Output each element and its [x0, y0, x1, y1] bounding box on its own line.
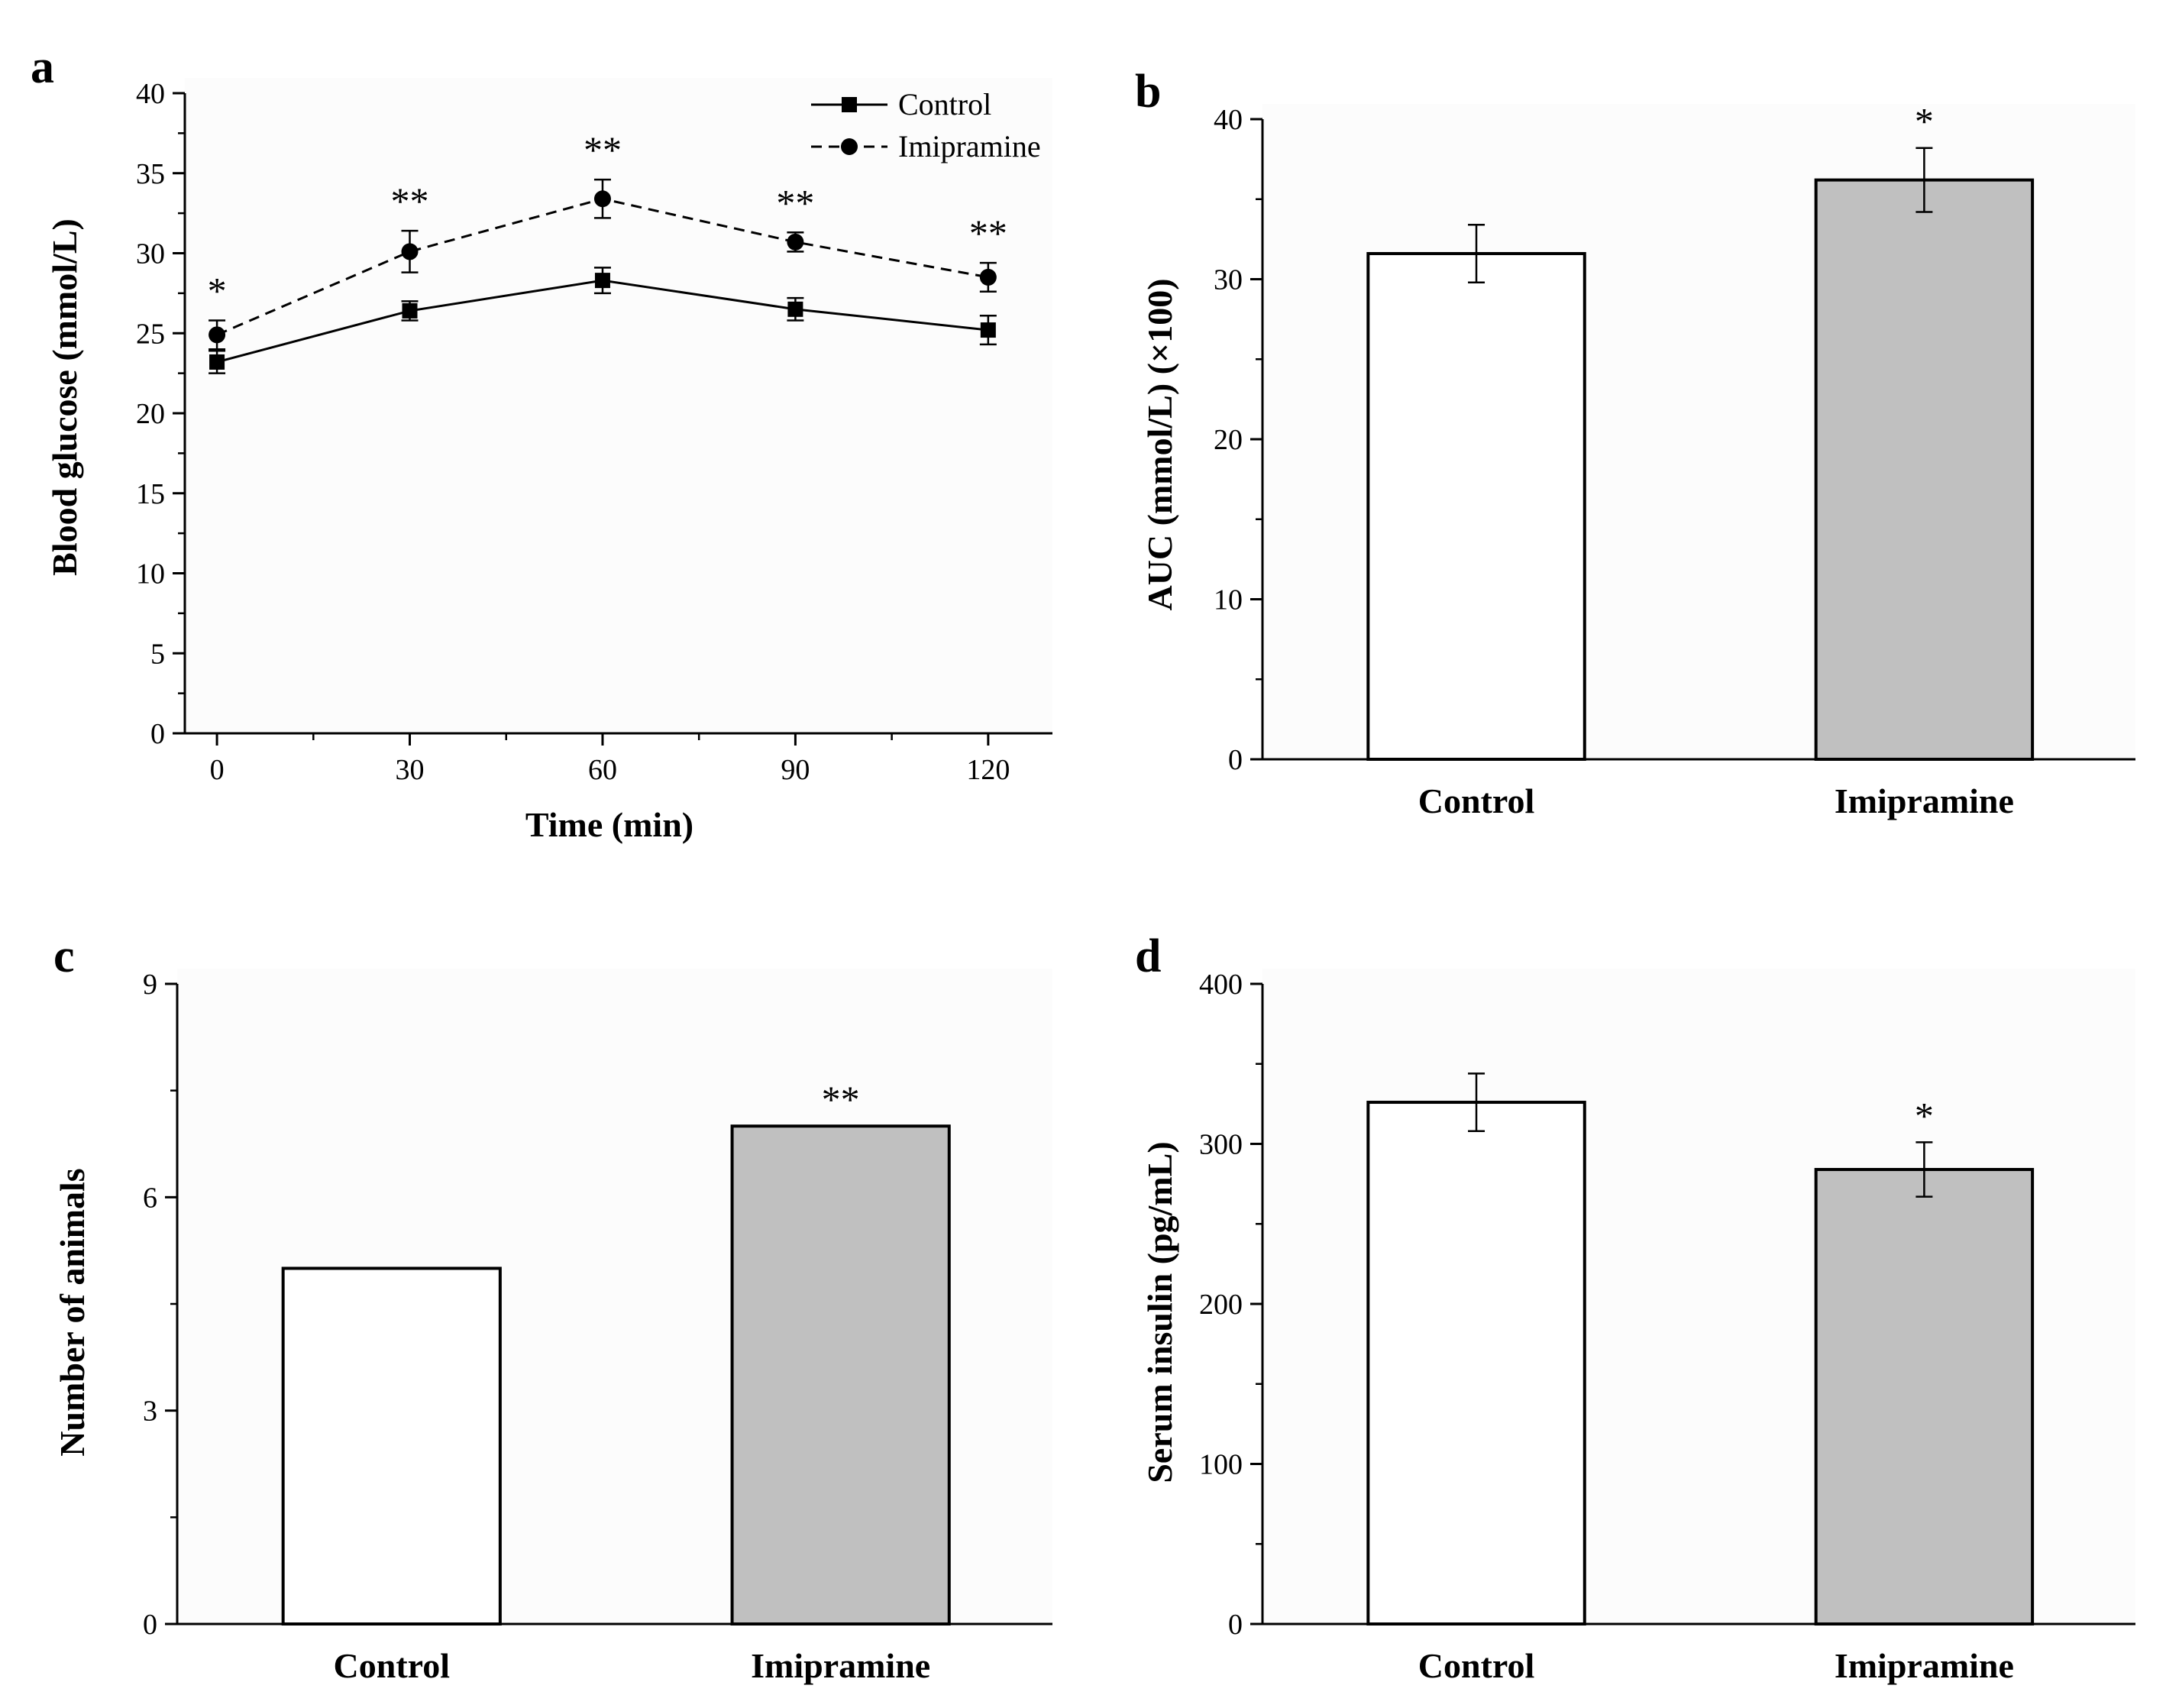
panel-d-y-axis-title: Serum insulin (pg/mL)	[1140, 1141, 1179, 1483]
panel-c-letter: c	[53, 930, 75, 982]
panel-a-y-tick-label: 40	[136, 78, 165, 110]
panel-d-y-tick-label: 200	[1199, 1289, 1243, 1321]
panel-a-y-tick-label: 25	[136, 318, 165, 350]
panel-c-bar-chart: 0 3 6 9 Control Imipramine ** c Number of anim…	[53, 930, 1052, 1685]
panel-d-significance-label: *	[1915, 1094, 1934, 1137]
panel-d-y-tick-label: 100	[1199, 1449, 1243, 1481]
panel-b-bar-control	[1366, 251, 1586, 762]
panel-b-y-tick-label: 10	[1214, 584, 1243, 616]
panel-d-y-tick-label: 400	[1199, 969, 1243, 1001]
panel-d-letter: d	[1135, 930, 1161, 982]
panel-b-significance-label: *	[1915, 100, 1934, 143]
legend-label-imipramine: Imipramine	[898, 129, 1041, 163]
panel-d-bar-control	[1366, 1101, 1586, 1626]
panel-c-bar-imipramine	[730, 1124, 951, 1626]
panel-a-point-imipramine	[593, 190, 611, 208]
panel-a-y-tick-label: 5	[150, 638, 165, 670]
panel-a-point-control	[980, 322, 996, 338]
legend-marker-control	[842, 97, 857, 112]
panel-a-point-imipramine	[979, 268, 997, 286]
panel-a-point-imipramine	[209, 326, 226, 344]
panel-a-plot-area	[185, 78, 1052, 733]
panel-d-bar-chart: 0 100 200 300 400 Control Imipramine * d Serum …	[1135, 930, 2135, 1685]
panel-b-y-tick-label: 0	[1228, 744, 1243, 776]
panel-b-y-tick-label: 40	[1214, 104, 1243, 136]
panel-a-significance-label: *	[208, 269, 227, 312]
legend-marker-imipramine	[841, 138, 858, 155]
panel-a-significance-label: **	[391, 180, 429, 222]
panel-d-bar-imipramine	[1814, 1168, 2035, 1626]
panel-c-plot: 0 3 6 9 Control Imipramine **	[143, 969, 1052, 1685]
panel-b-y-axis-title: AUC (mmol/L) (×100)	[1140, 278, 1179, 610]
panel-a-point-control	[209, 354, 225, 370]
panel-b-category-label: Imipramine	[1835, 781, 2014, 820]
panel-a-point-imipramine	[401, 243, 419, 260]
panel-a-y-tick-label: 35	[136, 158, 165, 190]
panel-a-x-tick-label: 120	[966, 754, 1010, 786]
panel-c-y-tick-label: 6	[143, 1182, 157, 1214]
panel-a-y-tick-label: 0	[150, 718, 165, 750]
panel-a-x-tick-label: 60	[588, 754, 617, 786]
panel-a-y-axis-title: Blood glucose (mmol/L)	[45, 218, 84, 576]
panel-b-bar-imipramine	[1814, 178, 2035, 762]
panel-d-plot: 0 100 200 300 400 Control Imipramine *	[1199, 969, 2135, 1685]
panel-a-x-tick-label: 90	[781, 754, 810, 786]
panel-d-y-tick-label: 0	[1228, 1609, 1243, 1641]
panel-c-y-tick-label: 0	[143, 1609, 157, 1641]
panel-a-significance-label: **	[776, 181, 814, 224]
panel-a-x-tick-label: 0	[210, 754, 225, 786]
panel-a-x-tick-label: 30	[396, 754, 425, 786]
panel-b-letter: b	[1135, 66, 1161, 118]
panel-c-significance-label: **	[822, 1078, 860, 1121]
panel-c-y-axis-title: Number of animals	[53, 1168, 92, 1456]
panel-c-y-tick-label: 9	[143, 969, 157, 1001]
panel-a-point-control	[402, 302, 418, 319]
panel-d-category-label: Control	[1418, 1646, 1535, 1685]
panel-a-y-tick-label: 10	[136, 558, 165, 590]
panel-b-plot: 0 10 20 30 40 Control Imipramine *	[1214, 100, 2135, 820]
panel-a-significance-label: **	[584, 128, 622, 171]
panel-a-point-imipramine	[787, 233, 804, 251]
panel-d-y-tick-label: 300	[1199, 1129, 1243, 1161]
panel-d-category-label: Imipramine	[1835, 1646, 2014, 1685]
panel-a-y-tick-label: 30	[136, 238, 165, 270]
panel-c-bar-control	[281, 1266, 502, 1626]
panel-a-y-tick-label: 15	[136, 478, 165, 510]
panel-a-significance-label: **	[969, 212, 1007, 254]
panel-c-category-label: Imipramine	[751, 1646, 930, 1685]
panel-c-category-label: Control	[334, 1646, 451, 1685]
panel-a-x-axis-title: Time (min)	[525, 805, 693, 844]
panel-a-y-tick-label: 20	[136, 398, 165, 430]
panel-c-y-tick-label: 3	[143, 1396, 157, 1428]
panel-b-y-tick-label: 20	[1214, 424, 1243, 456]
panel-a-letter: a	[31, 41, 54, 93]
legend-label-control: Control	[898, 87, 991, 121]
panel-a-point-control	[787, 301, 803, 317]
panel-b-bar-chart: 0 10 20 30 40 Control Imipramine * b AUC (mmol/…	[1135, 66, 2135, 820]
panel-b-y-tick-label: 30	[1214, 264, 1243, 296]
panel-b-category-label: Control	[1418, 781, 1535, 820]
panel-a-point-control	[594, 273, 610, 289]
